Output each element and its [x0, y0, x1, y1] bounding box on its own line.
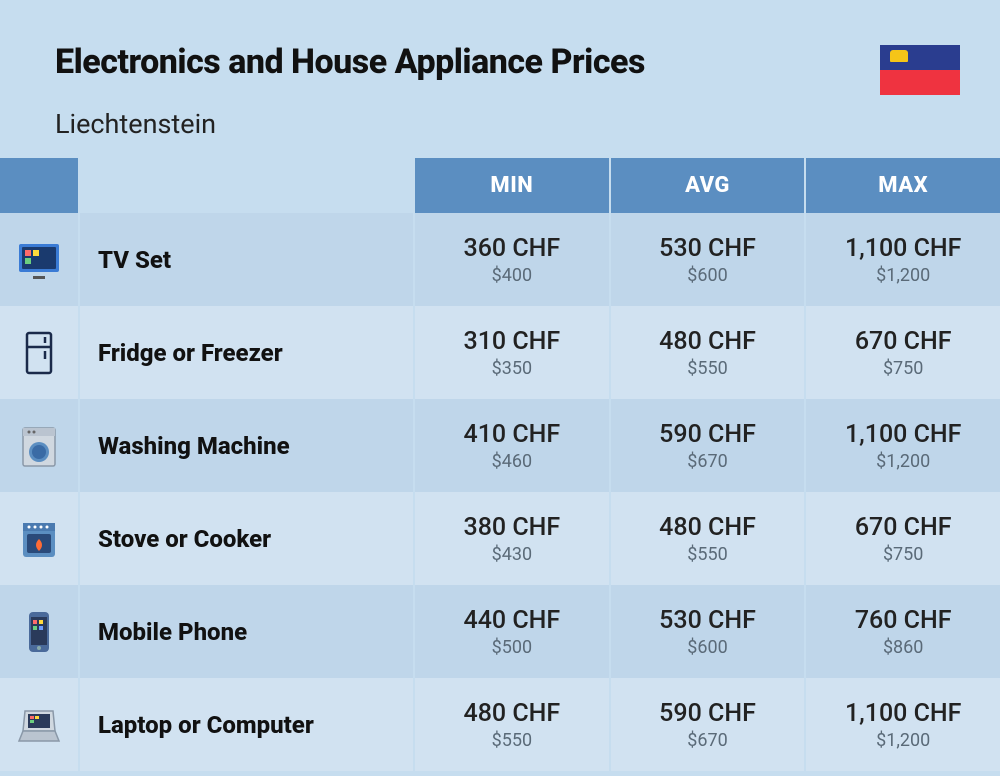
header-name-spacer — [80, 158, 415, 213]
price-secondary: $670 — [687, 730, 727, 751]
price-table: MIN AVG MAX TV Set360 CHF$400530 CHF$600… — [0, 158, 1000, 771]
price-secondary: $750 — [883, 544, 923, 565]
price-primary: 310 CHF — [464, 327, 561, 356]
price-cell-max: 1,100 CHF$1,200 — [806, 213, 1000, 306]
price-primary: 530 CHF — [659, 234, 756, 263]
price-primary: 590 CHF — [659, 420, 756, 449]
stove-icon — [0, 492, 80, 585]
tv-icon — [0, 213, 80, 306]
item-name: Washing Machine — [80, 399, 415, 492]
price-secondary: $600 — [687, 265, 727, 286]
price-cell-max: 670 CHF$750 — [806, 492, 1000, 585]
table-row: Stove or Cooker380 CHF$430480 CHF$550670… — [0, 492, 1000, 585]
washer-icon — [0, 399, 80, 492]
price-primary: 1,100 CHF — [845, 234, 961, 263]
table-body: TV Set360 CHF$400530 CHF$6001,100 CHF$1,… — [0, 213, 1000, 771]
price-primary: 380 CHF — [464, 513, 561, 542]
item-name: Mobile Phone — [80, 585, 415, 678]
price-cell-max: 670 CHF$750 — [806, 306, 1000, 399]
price-primary: 590 CHF — [659, 699, 756, 728]
price-cell-min: 310 CHF$350 — [415, 306, 611, 399]
price-cell-avg: 590 CHF$670 — [611, 399, 807, 492]
table-row: Washing Machine410 CHF$460590 CHF$6701,1… — [0, 399, 1000, 492]
price-secondary: $460 — [492, 451, 532, 472]
table-row: Laptop or Computer480 CHF$550590 CHF$670… — [0, 678, 1000, 771]
column-header-max: MAX — [806, 158, 1000, 213]
price-cell-avg: 530 CHF$600 — [611, 585, 807, 678]
item-name: Stove or Cooker — [80, 492, 415, 585]
price-cell-avg: 480 CHF$550 — [611, 492, 807, 585]
table-row: TV Set360 CHF$400530 CHF$6001,100 CHF$1,… — [0, 213, 1000, 306]
price-primary: 760 CHF — [855, 606, 952, 635]
phone-icon — [0, 585, 80, 678]
price-primary: 360 CHF — [464, 234, 561, 263]
price-secondary: $350 — [492, 358, 532, 379]
country-name: Liechtenstein — [55, 108, 945, 140]
item-name: Laptop or Computer — [80, 678, 415, 771]
price-cell-avg: 530 CHF$600 — [611, 213, 807, 306]
table-header: MIN AVG MAX — [0, 158, 1000, 213]
price-secondary: $860 — [883, 637, 923, 658]
table-row: Mobile Phone440 CHF$500530 CHF$600760 CH… — [0, 585, 1000, 678]
item-name: TV Set — [80, 213, 415, 306]
price-primary: 670 CHF — [855, 513, 952, 542]
price-primary: 1,100 CHF — [845, 699, 961, 728]
price-cell-avg: 590 CHF$670 — [611, 678, 807, 771]
price-secondary: $1,200 — [876, 730, 930, 751]
price-secondary: $500 — [492, 637, 532, 658]
table-row: Fridge or Freezer310 CHF$350480 CHF$5506… — [0, 306, 1000, 399]
fridge-icon — [0, 306, 80, 399]
price-cell-max: 1,100 CHF$1,200 — [806, 399, 1000, 492]
price-secondary: $1,200 — [876, 265, 930, 286]
price-secondary: $430 — [492, 544, 532, 565]
price-primary: 440 CHF — [464, 606, 561, 635]
price-primary: 480 CHF — [464, 699, 561, 728]
price-cell-min: 480 CHF$550 — [415, 678, 611, 771]
header-icon-spacer — [0, 158, 80, 213]
price-secondary: $670 — [687, 451, 727, 472]
page-title: Electronics and House Appliance Prices — [55, 42, 945, 82]
column-header-avg: AVG — [611, 158, 807, 213]
price-secondary: $550 — [687, 358, 727, 379]
header: Electronics and House Appliance Prices L… — [0, 0, 1000, 158]
liechtenstein-flag-icon — [880, 45, 960, 95]
price-cell-min: 410 CHF$460 — [415, 399, 611, 492]
price-primary: 670 CHF — [855, 327, 952, 356]
price-cell-max: 1,100 CHF$1,200 — [806, 678, 1000, 771]
laptop-icon — [0, 678, 80, 771]
price-primary: 480 CHF — [659, 327, 756, 356]
price-secondary: $400 — [492, 265, 532, 286]
item-name: Fridge or Freezer — [80, 306, 415, 399]
price-secondary: $600 — [687, 637, 727, 658]
price-secondary: $750 — [883, 358, 923, 379]
price-secondary: $550 — [492, 730, 532, 751]
price-primary: 1,100 CHF — [845, 420, 961, 449]
price-cell-min: 440 CHF$500 — [415, 585, 611, 678]
price-secondary: $550 — [687, 544, 727, 565]
price-cell-avg: 480 CHF$550 — [611, 306, 807, 399]
price-primary: 530 CHF — [659, 606, 756, 635]
price-primary: 480 CHF — [659, 513, 756, 542]
price-secondary: $1,200 — [876, 451, 930, 472]
price-primary: 410 CHF — [464, 420, 561, 449]
column-header-min: MIN — [415, 158, 611, 213]
price-cell-max: 760 CHF$860 — [806, 585, 1000, 678]
price-cell-min: 380 CHF$430 — [415, 492, 611, 585]
price-cell-min: 360 CHF$400 — [415, 213, 611, 306]
